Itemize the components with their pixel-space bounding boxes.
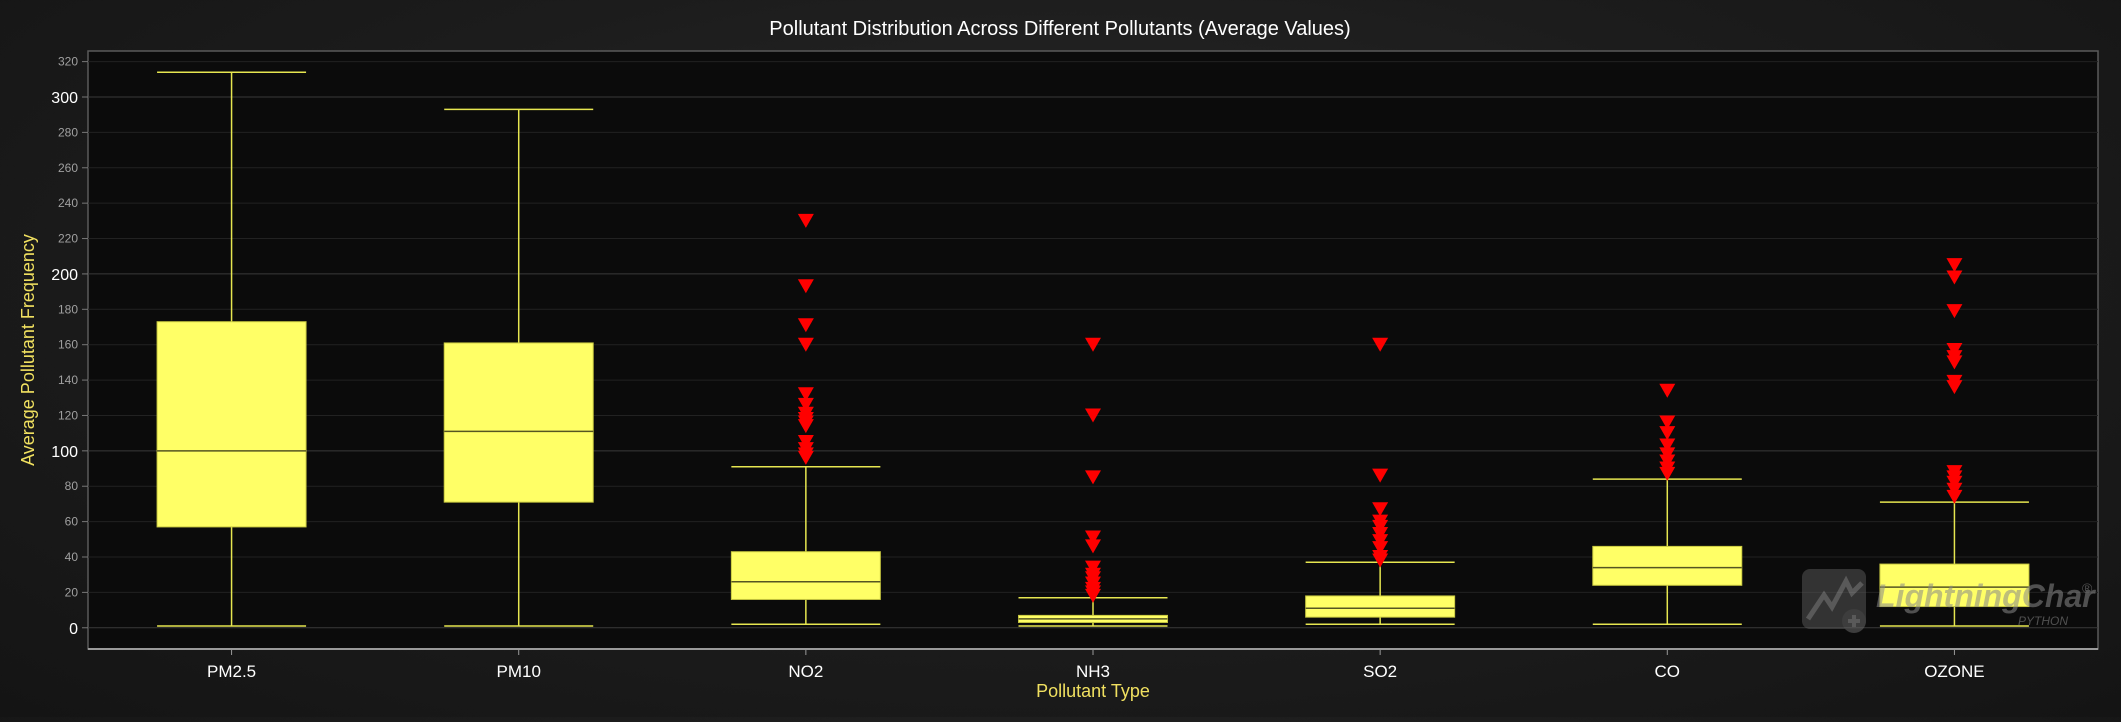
y-tick-label: 40	[65, 550, 79, 564]
x-axis-title: Pollutant Type	[1036, 681, 1150, 701]
outlier-marker	[1372, 534, 1389, 549]
box-so2	[1305, 337, 1456, 625]
box-pm25	[156, 71, 307, 627]
y-tick-label: 180	[58, 302, 78, 316]
outlier-marker	[1372, 527, 1389, 541]
outlier-marker	[1372, 541, 1389, 556]
outlier-marker	[1085, 530, 1101, 545]
x-tick-label: CO	[1655, 662, 1681, 681]
outlier-marker	[1946, 270, 1963, 285]
iqr-box	[1305, 595, 1456, 618]
watermark-reg: ®	[2082, 580, 2093, 596]
y-tick-label: 20	[65, 585, 79, 599]
iqr-box	[156, 321, 307, 528]
outlier-marker	[1372, 337, 1389, 352]
y-axis-title: Average Pollutant Frequency	[18, 234, 38, 466]
y-tick-label: 320	[58, 55, 78, 69]
outlier-marker	[797, 387, 814, 402]
outlier-marker	[797, 406, 814, 421]
outlier-marker	[1946, 350, 1963, 365]
outlier-marker	[1659, 461, 1676, 476]
outlier-marker	[1372, 514, 1389, 529]
outlier-marker	[797, 435, 814, 449]
lightning-logo-icon	[1802, 569, 1866, 633]
watermark-sub: PYTHON	[2018, 614, 2068, 628]
outlier-marker	[1085, 470, 1101, 485]
x-tick-label: PM10	[497, 662, 541, 681]
box-co	[1592, 383, 1743, 625]
y-tick-label: 300	[51, 90, 78, 107]
y-tick-label: 120	[58, 408, 78, 422]
y-tick-label: 200	[51, 267, 78, 284]
outlier-marker	[1085, 567, 1101, 582]
y-tick-label: 100	[51, 444, 78, 461]
y-tick-label: 0	[69, 621, 78, 638]
iqr-box	[1592, 545, 1743, 586]
box-ozone	[1879, 258, 2030, 627]
x-tick-label: NO2	[788, 662, 823, 681]
outlier-marker	[797, 397, 814, 412]
outlier-marker	[1946, 489, 1963, 504]
outlier-marker	[1659, 438, 1676, 453]
box-no2	[730, 213, 881, 625]
watermark-brand: LightningChart	[1876, 578, 2096, 614]
outlier-marker	[1085, 337, 1101, 352]
outlier-marker	[1946, 304, 1963, 319]
outlier-marker	[1659, 447, 1676, 462]
iqr-box	[443, 342, 594, 503]
outlier-marker	[797, 442, 814, 457]
outlier-marker	[1659, 415, 1676, 430]
outlier-marker	[1659, 383, 1676, 398]
outlier-marker	[797, 213, 814, 228]
box-series	[156, 71, 2030, 627]
outlier-marker	[1085, 560, 1101, 575]
chart-title: Pollutant Distribution Across Different …	[769, 18, 1350, 40]
y-tick-label: 260	[58, 161, 78, 175]
outlier-marker	[797, 318, 814, 333]
x-tick-label: SO2	[1363, 662, 1397, 681]
outlier-marker	[1946, 482, 1963, 497]
x-tick-label: OZONE	[1924, 662, 1984, 681]
x-tick-label: NH3	[1076, 662, 1110, 681]
lightningchart-logo: LightningChart ® PYTHON	[1796, 563, 2107, 638]
iqr-box	[1879, 563, 2030, 608]
y-tick-label: 220	[58, 232, 78, 246]
outlier-marker	[797, 279, 814, 294]
outlier-marker	[1659, 454, 1676, 469]
x-tick-label: PM2.5	[207, 662, 256, 681]
y-tick-label: 240	[58, 196, 78, 210]
outlier-marker	[1946, 343, 1963, 357]
box-pm10	[443, 108, 594, 627]
outlier-marker	[1946, 258, 1963, 273]
y-tick-label: 80	[65, 479, 79, 493]
outlier-marker	[1946, 374, 1963, 389]
outlier-marker	[1372, 550, 1389, 564]
outlier-marker	[1946, 465, 1963, 480]
outlier-marker	[1659, 426, 1676, 441]
box-nh3	[1018, 337, 1168, 627]
y-tick-label: 280	[58, 125, 78, 139]
y-axis: 0 20 40 60 80 100 120 140 160 180 200 220 240 260 280 3…	[51, 55, 88, 638]
x-axis: PM2.5 PM10 NO2 NH3 SO2 CO OZONE	[88, 648, 2098, 681]
outlier-marker	[1085, 408, 1101, 423]
outlier-marker	[1372, 502, 1389, 517]
outlier-marker	[1372, 468, 1389, 483]
outlier-marker	[797, 337, 814, 352]
y-tick-label: 140	[58, 373, 78, 387]
outlier-marker	[1085, 539, 1101, 554]
y-tick-label: 60	[65, 515, 79, 529]
iqr-box	[730, 551, 881, 600]
y-tick-label: 160	[58, 338, 78, 352]
